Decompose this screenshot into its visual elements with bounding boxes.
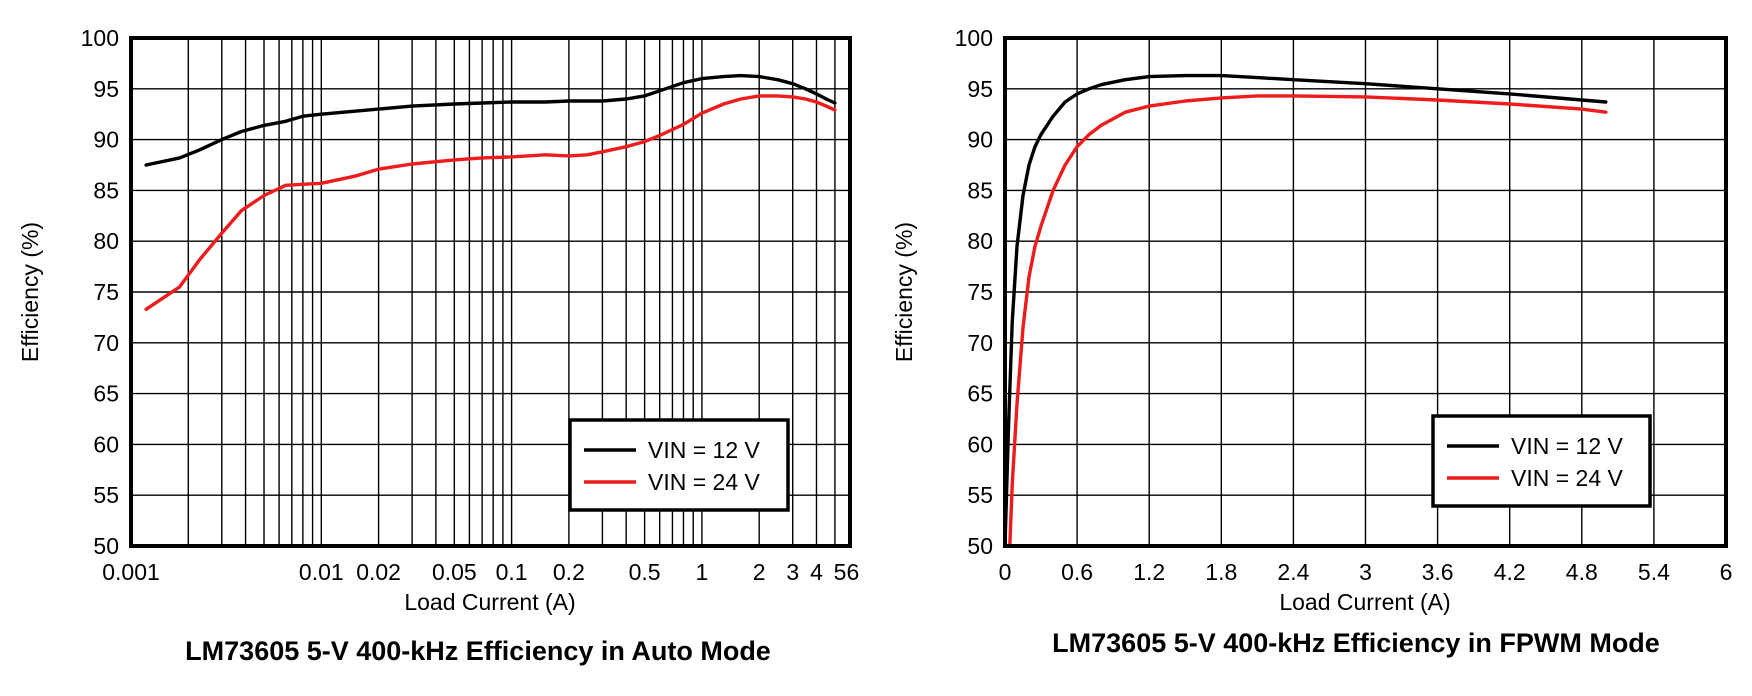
chart-auto-mode-y-tick-label: 60	[93, 431, 119, 457]
chart-fpwm-mode-y-tick-label: 70	[967, 330, 993, 356]
chart-fpwm-mode-y-axis-label: Efficiency (%)	[891, 222, 917, 362]
chart-auto-mode-plot-frame	[129, 36, 852, 548]
chart-fpwm-mode-x-tick-label: 1.8	[1205, 559, 1237, 585]
chart-fpwm-mode-y-tick-label: 75	[967, 279, 993, 305]
chart-auto-mode-x-tick-label: 0.01	[299, 559, 344, 585]
chart-auto-mode-y-tick-label: 50	[93, 533, 119, 559]
chart-auto-mode-x-tick-labels: 0.001 0.01 0.02 0.05 0.1 0.2 0.5 1 2 3 4 56	[102, 559, 859, 585]
chart-auto-mode-legend-label-1: VIN = 24 V	[648, 469, 761, 495]
chart-auto-mode-x-tick-label: 0.02	[356, 559, 401, 585]
chart-auto-mode-y-axis-label: Efficiency (%)	[17, 222, 43, 362]
chart-auto-mode-y-tick-label: 90	[93, 127, 119, 153]
chart-fpwm-mode-series-vin-12v-line	[1003, 73, 1608, 548]
chart-fpwm-mode: 0 0.6 1.2 1.8 2.4 3 3.6 4.2 4.8 5.4 6 50 55 60 65 70 75…	[891, 25, 1732, 658]
chart-auto-mode-legend-box	[568, 418, 790, 512]
chart-fpwm-mode-series-vin-24v-line	[1008, 94, 1608, 548]
chart-fpwm-mode-y-tick-label: 100	[955, 25, 993, 51]
chart-auto-mode: 0.001 0.01 0.02 0.05 0.1 0.2 0.5 1 2 3 4 56 50 55 60 6…	[17, 25, 859, 666]
chart-auto-mode-x-tick-label: 2	[753, 559, 766, 585]
chart-auto-mode-y-tick-label: 100	[81, 25, 119, 51]
chart-fpwm-mode-legend: VIN = 12 V VIN = 24 V	[1431, 414, 1652, 508]
chart-auto-mode-legend-label-0: VIN = 12 V	[648, 437, 761, 463]
chart-fpwm-mode-x-tick-labels: 0 0.6 1.2 1.8 2.4 3 3.6 4.2 4.8 5.4 6	[999, 559, 1733, 585]
chart-auto-mode-legend: VIN = 12 V VIN = 24 V	[568, 418, 790, 512]
chart-auto-mode-y-tick-label: 70	[93, 330, 119, 356]
chart-auto-mode-x-tick-label: 0.1	[496, 559, 528, 585]
chart-fpwm-mode-y-tick-labels: 50 55 60 65 70 75 80 85 90 95 100	[955, 25, 993, 559]
chart-auto-mode-x-tick-label: 0.2	[553, 559, 585, 585]
chart-auto-mode-y-tick-label: 80	[93, 228, 119, 254]
chart-auto-mode-y-tick-labels: 50 55 60 65 70 75 80 85 90 95 100	[81, 25, 119, 559]
chart-fpwm-mode-y-tick-label: 60	[967, 431, 993, 457]
chart-fpwm-mode-x-tick-label: 5.4	[1638, 559, 1670, 585]
chart-fpwm-mode-x-tick-label: 3	[1359, 559, 1372, 585]
chart-auto-mode-x-tick-label: 0.05	[432, 559, 477, 585]
chart-auto-mode-x-tick-label: 56	[834, 559, 860, 585]
chart-auto-mode-y-tick-label: 85	[93, 177, 119, 203]
chart-fpwm-mode-y-tick-label: 65	[967, 381, 993, 407]
chart-auto-mode-x-tick-label: 0.001	[102, 559, 160, 585]
chart-fpwm-mode-y-tick-label: 95	[967, 76, 993, 102]
chart-auto-mode-title: LM73605 5-V 400-kHz Efficiency in Auto M…	[185, 636, 771, 666]
chart-fpwm-mode-y-tick-label: 55	[967, 482, 993, 508]
chart-fpwm-mode-x-tick-label: 1.2	[1133, 559, 1165, 585]
chart-auto-mode-x-tick-label: 4	[810, 559, 823, 585]
chart-auto-mode-x-tick-label: 0.5	[629, 559, 661, 585]
chart-fpwm-mode-x-tick-label: 0	[999, 559, 1012, 585]
chart-fpwm-mode-x-tick-label: 0.6	[1061, 559, 1093, 585]
chart-auto-mode-x-axis-label: Load Current (A)	[404, 589, 575, 615]
chart-fpwm-mode-x-tick-label: 3.6	[1422, 559, 1454, 585]
chart-fpwm-mode-y-tick-label: 50	[967, 533, 993, 559]
chart-auto-mode-y-tick-label: 95	[93, 76, 119, 102]
chart-auto-mode-y-tick-label: 55	[93, 482, 119, 508]
chart-auto-mode-series-vin-24v-line	[144, 94, 837, 311]
chart-fpwm-mode-x-axis-label: Load Current (A)	[1279, 589, 1450, 615]
chart-fpwm-mode-y-tick-label: 90	[967, 127, 993, 153]
chart-auto-mode-y-tick-label: 75	[93, 279, 119, 305]
chart-fpwm-mode-title: LM73605 5-V 400-kHz Efficiency in FPWM M…	[1052, 628, 1660, 658]
chart-auto-mode-y-tick-label: 65	[93, 381, 119, 407]
chart-fpwm-mode-y-tick-label: 85	[967, 177, 993, 203]
chart-fpwm-mode-plot-frame	[1003, 36, 1728, 548]
chart-fpwm-mode-x-tick-label: 4.2	[1494, 559, 1526, 585]
chart-fpwm-mode-x-tick-label: 2.4	[1277, 559, 1309, 585]
chart-fpwm-mode-legend-label-1: VIN = 24 V	[1511, 465, 1624, 491]
chart-fpwm-mode-x-tick-label: 6	[1720, 559, 1733, 585]
chart-fpwm-mode-legend-box	[1431, 414, 1652, 508]
chart-auto-mode-series	[144, 73, 837, 311]
chart-auto-mode-x-tick-label: 1	[696, 559, 709, 585]
chart-fpwm-mode-y-tick-label: 80	[967, 228, 993, 254]
chart-fpwm-mode-x-tick-label: 4.8	[1566, 559, 1598, 585]
chart-fpwm-mode-series	[1003, 73, 1608, 548]
chart-fpwm-mode-legend-label-0: VIN = 12 V	[1511, 433, 1624, 459]
chart-auto-mode-series-vin-12v-line	[144, 73, 837, 167]
chart-auto-mode-x-tick-label: 3	[786, 559, 799, 585]
